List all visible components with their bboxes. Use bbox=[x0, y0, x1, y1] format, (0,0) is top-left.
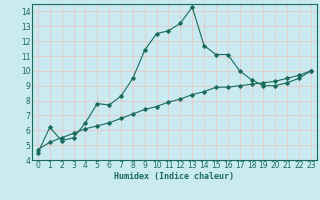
X-axis label: Humidex (Indice chaleur): Humidex (Indice chaleur) bbox=[115, 172, 234, 181]
